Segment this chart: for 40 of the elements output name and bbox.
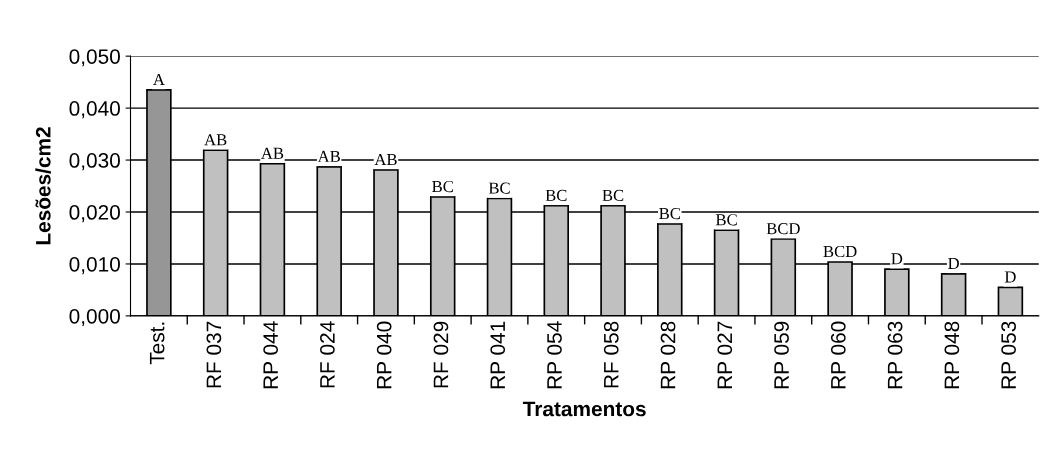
x-tick-label: RP 044 [263, 321, 279, 389]
data-label: AB [317, 150, 340, 162]
y-tick-label: 0,050 [69, 49, 120, 67]
y-axis-title: Lesões/cm2 [35, 127, 51, 245]
x-tick-label: RP 063 [887, 321, 903, 389]
y-tick-label: 0,030 [69, 153, 120, 171]
data-label: BCD [823, 245, 857, 258]
data-label: D [1004, 271, 1016, 283]
data-label: D [948, 257, 959, 269]
x-axis-title: Tratamentos [522, 401, 646, 417]
data-label: AB [204, 134, 227, 146]
x-tick-label: RP 048 [944, 321, 960, 389]
data-label: BC [659, 207, 680, 220]
data-label: AB [261, 147, 284, 159]
x-tick-label: Test. [149, 322, 165, 365]
data-label: D [891, 253, 903, 265]
x-tick-label: RP 054 [547, 321, 562, 389]
data-label: BC [488, 182, 510, 194]
data-label: BC [715, 214, 737, 226]
x-tick-label: RP 040 [376, 321, 392, 389]
x-tick-label: RP 060 [830, 321, 846, 389]
data-label: BCD [766, 223, 800, 235]
x-tick-label: RP 041 [490, 321, 506, 389]
data-label: BC [432, 180, 453, 193]
x-tick-label: RF 058 [603, 321, 619, 388]
y-tick-label: 0,000 [69, 308, 120, 327]
y-tick-label: 0,040 [69, 101, 120, 119]
data-label: BC [602, 189, 624, 201]
x-tick-label: RP 028 [660, 321, 676, 389]
data-label: A [153, 73, 165, 85]
x-tick-label: RP 053 [1001, 321, 1016, 389]
x-tick-label: RP 059 [774, 321, 789, 389]
x-tick-label: RP 027 [717, 321, 733, 389]
x-tick-label: RF 037 [206, 321, 222, 388]
x-tick-label: RF 024 [320, 321, 335, 388]
x-tick-label: RF 029 [433, 321, 449, 388]
y-tick-label: 0,010 [69, 256, 120, 275]
data-label: BC [545, 189, 567, 201]
y-tick-label: 0,020 [69, 205, 120, 223]
data-label: AB [374, 153, 397, 166]
